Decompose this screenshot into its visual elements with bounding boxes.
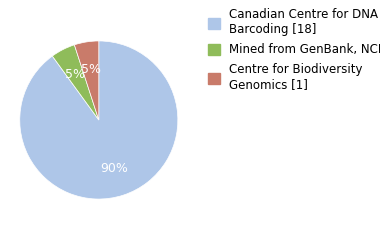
Wedge shape — [52, 45, 99, 120]
Text: 5%: 5% — [81, 63, 101, 76]
Legend: Canadian Centre for DNA
Barcoding [18], Mined from GenBank, NCBI [1], Centre for: Canadian Centre for DNA Barcoding [18], … — [206, 6, 380, 94]
Text: 90%: 90% — [101, 162, 128, 175]
Text: 5%: 5% — [65, 68, 86, 81]
Wedge shape — [20, 41, 178, 199]
Wedge shape — [74, 41, 99, 120]
